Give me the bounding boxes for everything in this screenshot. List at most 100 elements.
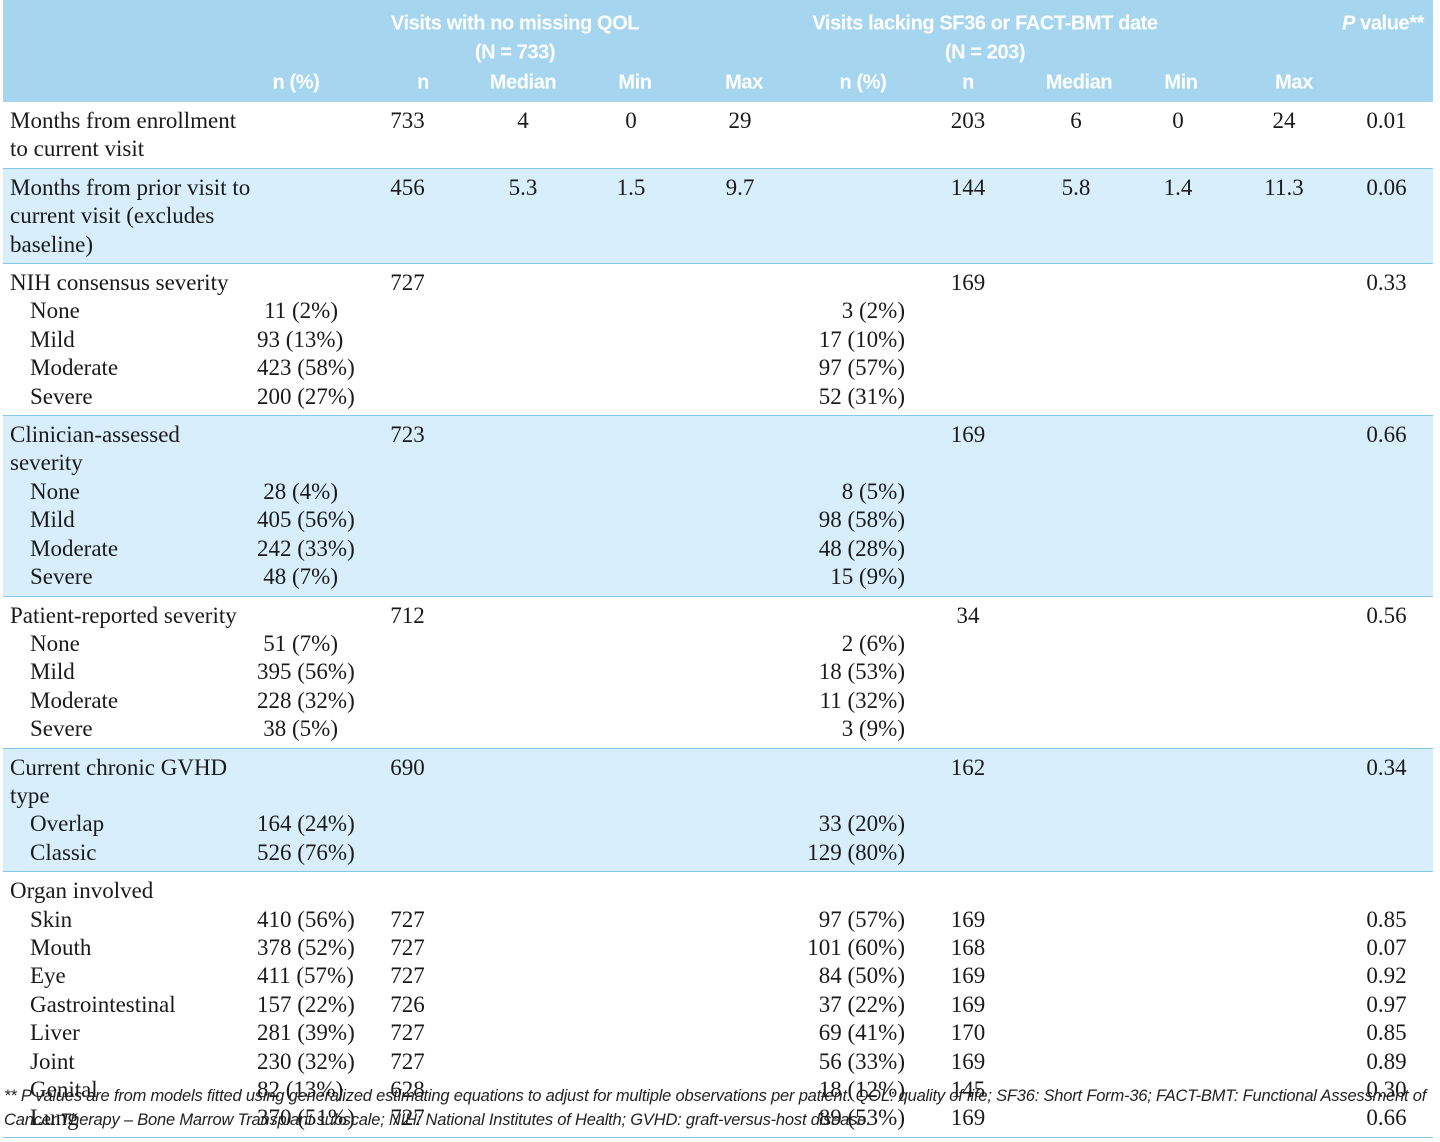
column-header: Min: [618, 71, 652, 94]
cell: 628: [345, 1076, 470, 1104]
cell: [1024, 596, 1128, 630]
row-label: Genital: [30, 1077, 98, 1102]
row-label-cell: Moderate: [3, 354, 250, 382]
cell: 727: [345, 1019, 470, 1047]
row-label-cell: Mild: [3, 506, 250, 534]
cell: [686, 872, 794, 906]
header-band: Visits with no missing QOL (N = 733) Vis…: [3, 0, 1433, 102]
cell: [1128, 596, 1228, 630]
row-label-cell: Severe: [3, 383, 250, 416]
table-row: Severe 38 (5%) 3 (9%): [3, 715, 1433, 748]
cell: 82 (13%): [250, 1076, 345, 1104]
cell-value: 3 (2%): [841, 298, 905, 324]
cell: 690: [345, 748, 470, 810]
cell: [470, 906, 576, 934]
cell: [470, 297, 576, 325]
cell-value: 203: [950, 108, 986, 133]
cell: 410 (56%): [250, 906, 355, 934]
cell: [794, 872, 912, 906]
cell: [1228, 354, 1340, 382]
cell-value: 11 (2%): [264, 298, 338, 324]
cell-value: 5.8: [1061, 174, 1091, 200]
cell: [1024, 1048, 1128, 1076]
cell-value: 410 (56%): [257, 906, 355, 932]
cell: [1128, 962, 1228, 990]
cell: [470, 478, 576, 506]
cell: [1128, 934, 1228, 962]
row-label-cell: Mild: [3, 326, 250, 354]
cell: [686, 687, 794, 715]
table-row: Genital 82 (13%) 628 18 (12%) 145 0.30: [3, 1076, 1433, 1104]
cell: [1228, 934, 1340, 962]
cell: [686, 354, 794, 382]
cell: [686, 1019, 794, 1047]
cell: 0.85: [1340, 906, 1433, 934]
cell: 456: [345, 168, 470, 263]
cell: 0.01: [1340, 102, 1433, 168]
cell: [912, 297, 1024, 325]
cell: 230 (32%): [250, 1048, 355, 1076]
cell: [686, 506, 794, 534]
cell-value: 8 (5%): [841, 478, 905, 504]
cell-value: 242 (33%): [257, 535, 355, 561]
cell: [1024, 934, 1128, 962]
cell: 24: [1228, 102, 1340, 168]
cell: [250, 168, 345, 263]
row-label-cell: Eye: [3, 962, 250, 990]
cell: [576, 748, 686, 810]
cell: [912, 535, 1024, 563]
cell-value: 727: [390, 906, 425, 932]
cell-value: 727: [390, 270, 425, 296]
cell: [912, 354, 1024, 382]
cell: [912, 687, 1024, 715]
cell-value: 9.7: [725, 174, 755, 200]
cell: [345, 630, 470, 658]
cell: 169: [912, 991, 1024, 1019]
cell: 169: [912, 1048, 1024, 1076]
cell: 11 (32%): [794, 687, 912, 715]
cell: 727: [345, 934, 470, 962]
cell: [576, 354, 686, 382]
column-header: n (%): [839, 71, 887, 94]
cell: [1024, 748, 1128, 810]
cell: [1024, 563, 1128, 596]
cell: [1128, 715, 1228, 748]
cell-value: 0.92: [1366, 963, 1407, 989]
row-label-cell: Skin: [3, 906, 250, 934]
cell: [1024, 478, 1128, 506]
cell: [345, 506, 470, 534]
cell-value: 4: [517, 108, 529, 133]
cell: [1340, 354, 1433, 382]
row-label-cell: Joint: [3, 1048, 250, 1076]
cell: 370 (51%): [250, 1104, 355, 1137]
cell: [576, 630, 686, 658]
cell-value: 526 (76%): [257, 839, 355, 865]
cell: [1128, 687, 1228, 715]
cell: [1228, 326, 1340, 354]
cell: 727: [345, 1104, 470, 1137]
row-label: Months from enrollment to current visit: [10, 108, 237, 162]
table-row: Moderate 423 (58%) 97 (57%): [3, 354, 1433, 382]
cell-value: 11.3: [1264, 174, 1304, 200]
cell: [1340, 535, 1433, 563]
cell: [345, 658, 470, 686]
cell: [470, 383, 576, 416]
cell-value: 395 (56%): [257, 659, 355, 685]
cell: 9.7: [686, 168, 794, 263]
cell: [1024, 687, 1128, 715]
cell: 0.06: [1340, 168, 1433, 263]
cell: [345, 354, 470, 382]
row-label: NIH consensus severity: [10, 270, 229, 296]
cell: [1228, 478, 1340, 506]
cell: 423 (58%): [250, 354, 355, 382]
row-label: Mouth: [30, 934, 92, 960]
row-label: Joint: [30, 1048, 75, 1074]
group-title: Visits lacking SF36 or FACT-BMT date: [812, 12, 1158, 35]
row-label-cell: Genital: [3, 1076, 250, 1104]
row-label: Mild: [30, 659, 75, 685]
cell-value: 727: [390, 934, 425, 960]
cell: [470, 715, 576, 748]
cell: [1228, 810, 1340, 838]
cell: 144: [912, 168, 1024, 263]
cell: [686, 658, 794, 686]
